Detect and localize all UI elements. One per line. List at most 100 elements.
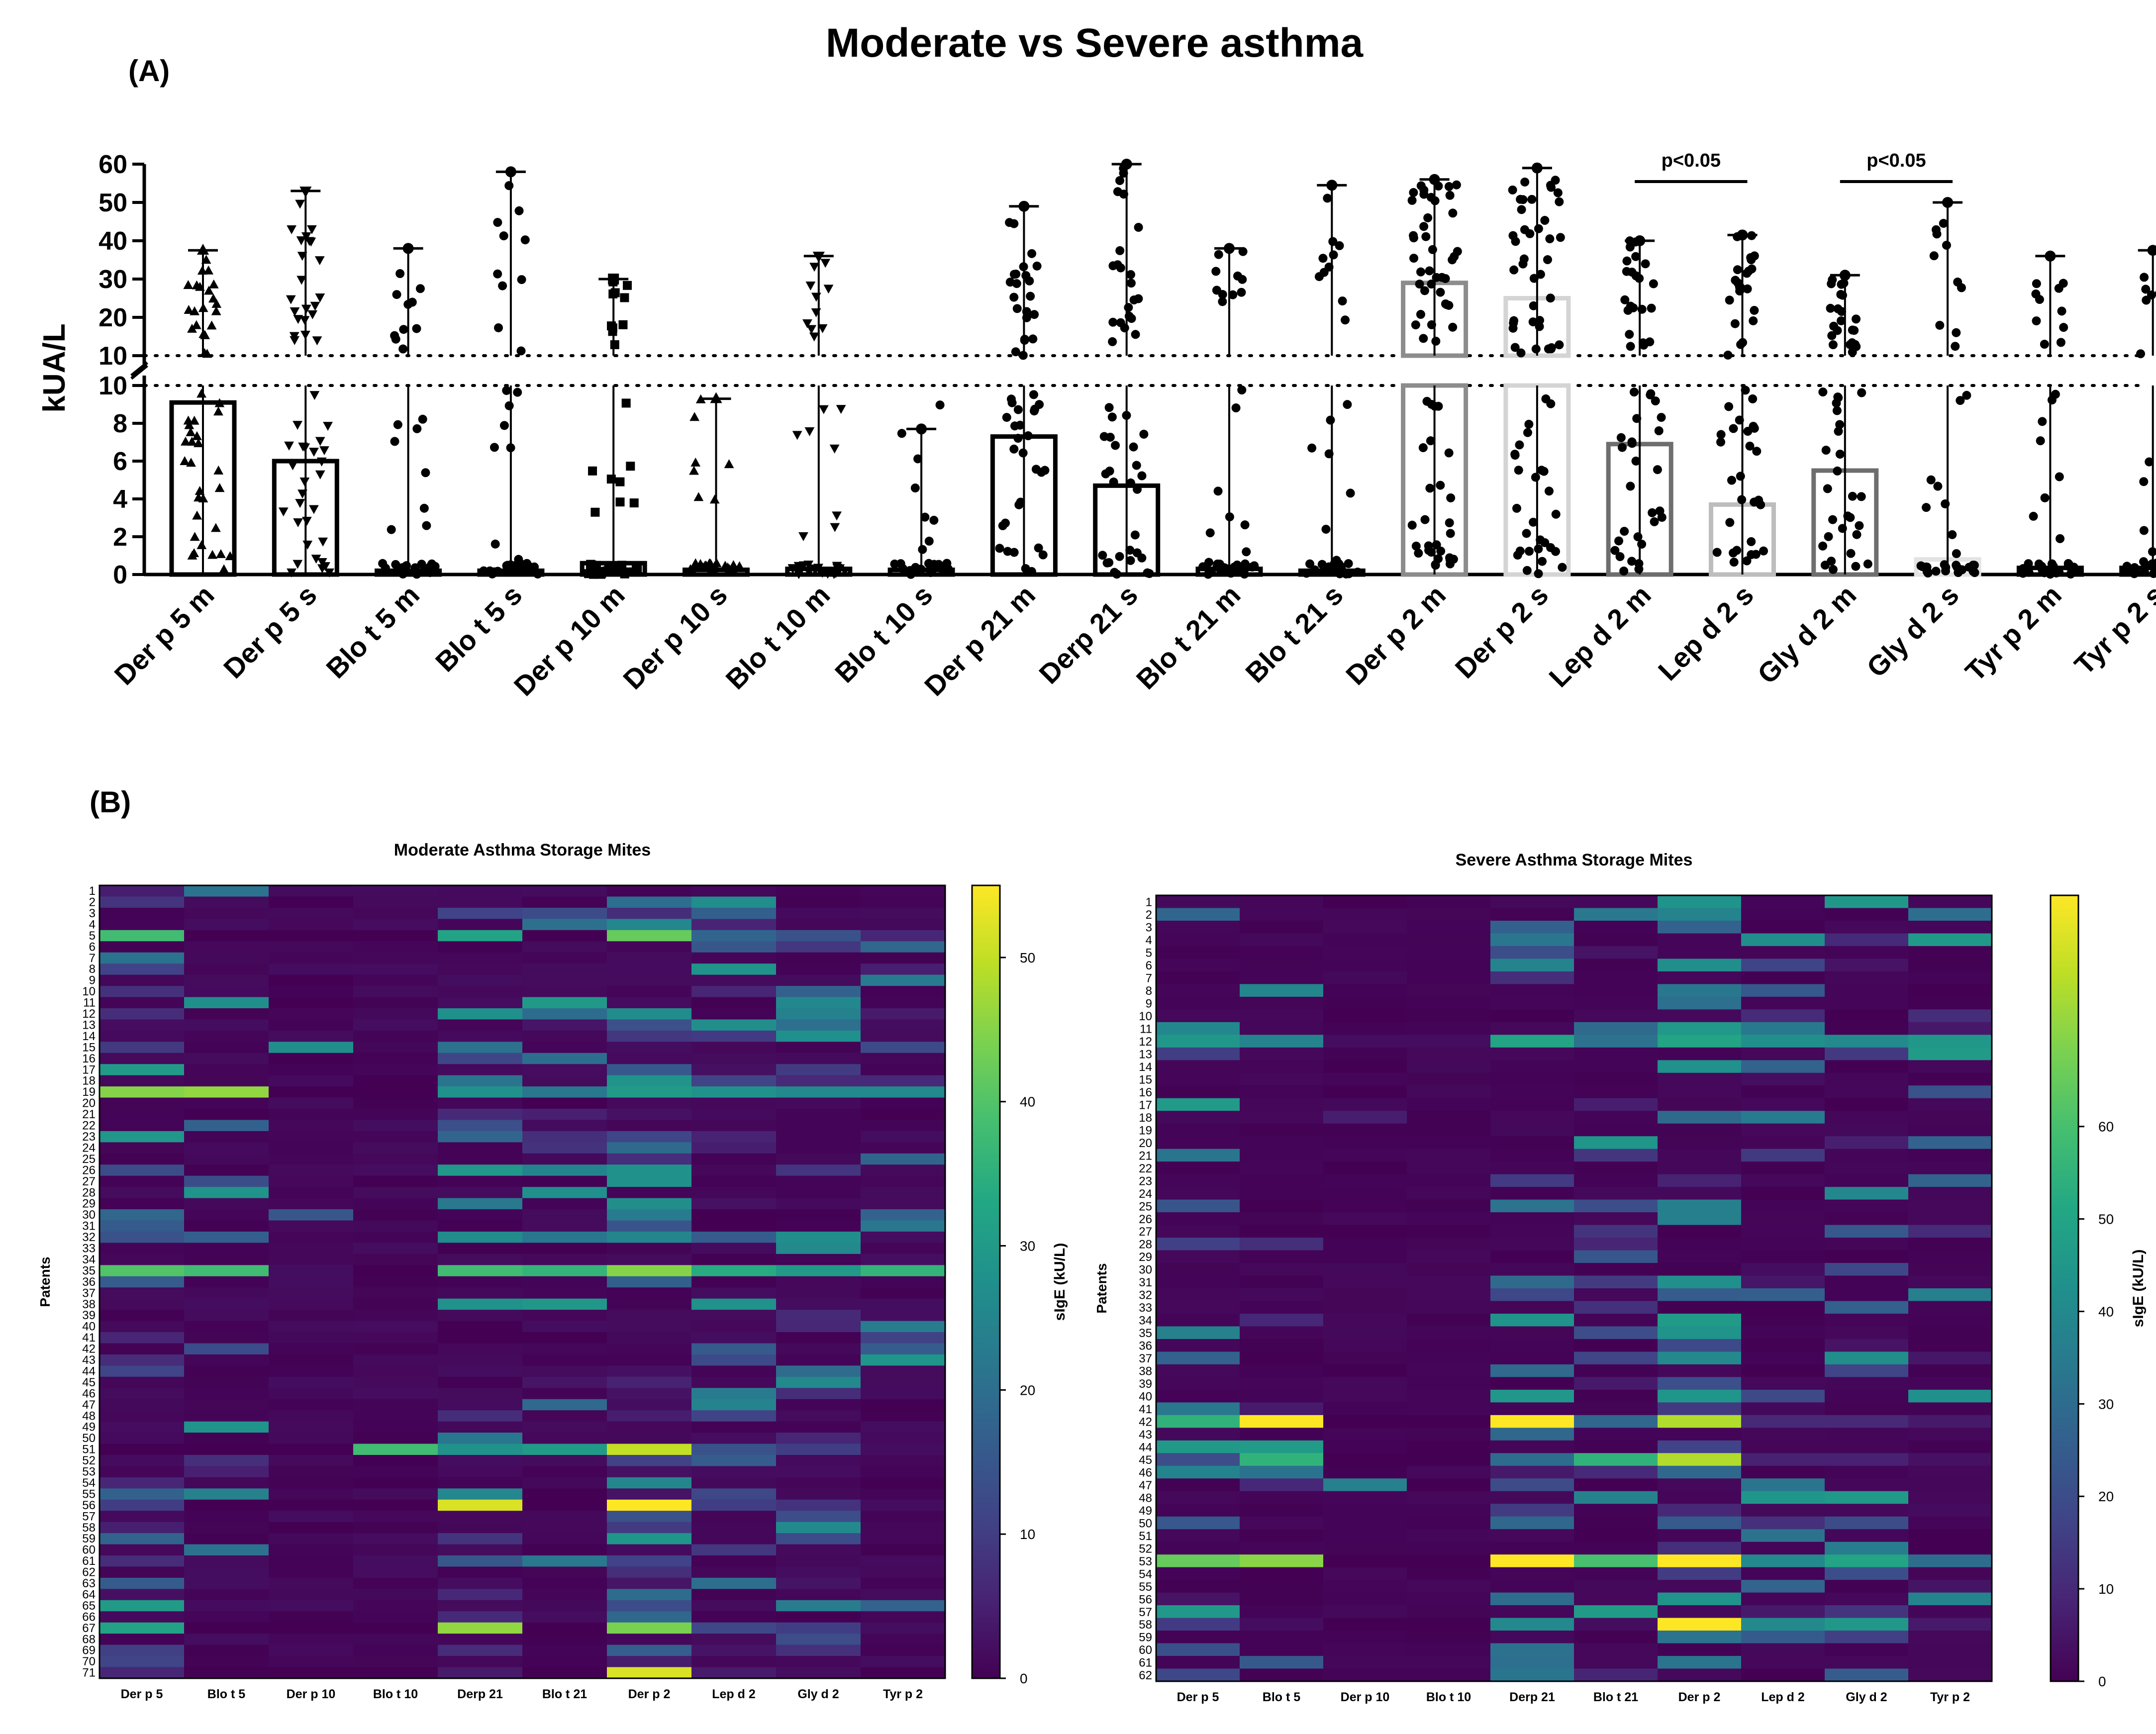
heatmap-cell bbox=[522, 1433, 607, 1445]
heatmap-cell bbox=[438, 1265, 523, 1277]
data-point bbox=[1428, 245, 1437, 254]
data-point bbox=[513, 387, 522, 397]
heatmap-cell bbox=[1407, 1465, 1491, 1479]
heatmap-cell bbox=[353, 1555, 438, 1567]
heatmap-cell bbox=[353, 1164, 438, 1176]
data-point bbox=[1510, 450, 1520, 459]
colorbar-tick-label: 0 bbox=[1020, 1671, 1028, 1686]
data-point bbox=[2142, 295, 2151, 305]
heatmap-cell bbox=[1490, 1161, 1574, 1175]
data-point bbox=[398, 344, 408, 354]
heatmap-row-label: 49 bbox=[82, 1421, 96, 1434]
heatmap-cell bbox=[99, 1454, 185, 1467]
heatmap-cell bbox=[353, 1131, 438, 1143]
heatmap-cell bbox=[184, 1644, 269, 1656]
data-point bbox=[1735, 283, 1744, 292]
data-point bbox=[1651, 396, 1660, 406]
heatmap-cell bbox=[522, 1376, 607, 1388]
heatmap-cell bbox=[691, 1454, 777, 1467]
heatmap-cell bbox=[1323, 1364, 1407, 1377]
heatmap-cell bbox=[353, 986, 438, 998]
heatmap-row-label: 40 bbox=[82, 1320, 96, 1334]
heatmap-cell bbox=[1574, 1313, 1658, 1327]
heatmap-cell bbox=[438, 952, 523, 964]
heatmap-cell bbox=[691, 919, 777, 931]
heatmap-row-label: 66 bbox=[82, 1610, 96, 1624]
data-point bbox=[1023, 431, 1033, 441]
heatmap-cell bbox=[1574, 1199, 1658, 1213]
heatmap-cell bbox=[1741, 1072, 1825, 1086]
heatmap-cell bbox=[607, 1533, 692, 1545]
heatmap-cell bbox=[99, 1310, 185, 1322]
heatmap-cell bbox=[1741, 1478, 1825, 1492]
heatmap-cell bbox=[607, 1131, 692, 1143]
heatmap-cell bbox=[1574, 1592, 1658, 1606]
heatmap-cell bbox=[269, 1544, 354, 1556]
heatmap-cell bbox=[1240, 1225, 1324, 1238]
x-tick-label: Tyr p 2 s bbox=[2068, 579, 2156, 680]
heatmap-cell bbox=[1825, 1022, 1909, 1035]
data-point bbox=[1002, 413, 1011, 422]
heatmap-row-label: 16 bbox=[82, 1052, 96, 1065]
heatmap-cell bbox=[1825, 1060, 1909, 1073]
data-point bbox=[809, 332, 819, 342]
heatmap-cell bbox=[353, 1399, 438, 1411]
heatmap-cell bbox=[353, 1354, 438, 1366]
heatmap-cell bbox=[607, 1298, 692, 1310]
data-point bbox=[729, 567, 739, 577]
heatmap-cell bbox=[269, 1153, 354, 1165]
heatmap-cell bbox=[1240, 1656, 1324, 1669]
heatmap-cell bbox=[607, 1611, 692, 1623]
heatmap-cell bbox=[522, 1533, 607, 1545]
heatmap-row-label: 37 bbox=[1139, 1352, 1152, 1365]
heatmap-cell bbox=[776, 1399, 861, 1411]
heatmap-cell bbox=[607, 1667, 692, 1679]
data-point bbox=[591, 561, 601, 570]
heatmap-cell bbox=[1825, 1174, 1909, 1187]
heatmap-cell bbox=[1323, 1351, 1407, 1365]
heatmap-cell bbox=[1825, 946, 1909, 960]
heatmap-cell bbox=[99, 1421, 185, 1433]
heatmap-cell bbox=[438, 907, 523, 919]
heatmap-cell bbox=[1658, 920, 1742, 934]
heatmap-row-label: 38 bbox=[82, 1298, 96, 1311]
heatmap-cell bbox=[1658, 1389, 1742, 1403]
data-point bbox=[1543, 255, 1552, 265]
heatmap-cell bbox=[353, 1343, 438, 1355]
heatmap-cell bbox=[269, 885, 354, 897]
heatmap-cell bbox=[1490, 1580, 1574, 1593]
data-point bbox=[1407, 520, 1417, 530]
data-point bbox=[1730, 319, 1740, 328]
data-point bbox=[1534, 544, 1543, 554]
heatmap-cell bbox=[861, 1410, 946, 1422]
heatmap-cell bbox=[1574, 1351, 1658, 1365]
heatmap-cell bbox=[691, 1253, 777, 1265]
heatmap-cell bbox=[1908, 1364, 1992, 1377]
heatmap-row-label: 20 bbox=[1139, 1137, 1152, 1150]
data-point bbox=[323, 422, 333, 431]
heatmap-cell bbox=[691, 1075, 777, 1087]
heatmap-cell bbox=[1240, 1047, 1324, 1060]
heatmap-column-label: Derp 21 bbox=[457, 1687, 503, 1701]
heatmap-cell bbox=[691, 1566, 777, 1578]
heatmap-row-label: 54 bbox=[82, 1476, 96, 1490]
heatmap-cell bbox=[99, 1600, 185, 1612]
heatmap-cell bbox=[1658, 996, 1742, 1010]
data-point bbox=[1132, 461, 1141, 470]
colorbar-tick-label: 10 bbox=[2098, 1581, 2114, 1597]
heatmap-cell bbox=[1825, 1098, 1909, 1111]
heatmap-cell bbox=[1407, 1402, 1491, 1416]
data-point bbox=[832, 564, 843, 573]
x-tick-label: Blo t 21 m bbox=[1130, 579, 1247, 695]
data-point-max bbox=[402, 243, 414, 254]
heatmap-cell bbox=[99, 1220, 185, 1232]
heatmap-cell bbox=[269, 1265, 354, 1277]
data-point bbox=[1749, 422, 1758, 431]
panel-a-label: (A) bbox=[128, 54, 170, 88]
heatmap-cell bbox=[99, 1566, 185, 1578]
data-point bbox=[381, 564, 391, 573]
heatmap-cell bbox=[353, 1533, 438, 1545]
data-point bbox=[206, 320, 217, 330]
heatmap-cell bbox=[269, 1611, 354, 1623]
data-point bbox=[1324, 262, 1334, 272]
